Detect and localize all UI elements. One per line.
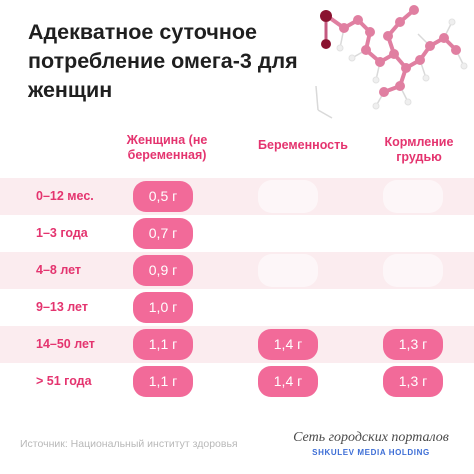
row-age-label: > 51 года [36,374,92,388]
empty-cell [383,254,443,287]
intake-women-pill: 0,7 г [133,218,193,249]
empty-cell [258,180,318,213]
omega3-molecule-icon [315,5,468,119]
intake-pregnancy-pill: 1,4 г [258,366,318,397]
row-age-label: 0–12 мес. [36,189,94,203]
column-header-pregnancy: Беременность [258,138,348,152]
row-age-label: 4–8 лет [36,263,82,277]
intake-women-pill: 1,0 г [133,292,193,323]
table-row: > 51 года 1,1 г 1,4 г 1,3 г [0,363,474,400]
table-row: 4–8 лет 0,9 г [0,252,474,289]
intake-breastfeeding-pill: 1,3 г [383,366,443,397]
row-age-label: 1–3 года [36,226,88,240]
table-row: 9–13 лет 1,0 г [0,289,474,326]
intake-women-pill: 1,1 г [133,366,193,397]
empty-cell [383,180,443,213]
column-header-breastfeeding: Кормление грудью [384,135,454,164]
source-note: Источник: Национальный институт здоровья [20,438,238,450]
intake-breastfeeding-pill: 1,3 г [383,329,443,360]
intake-women-pill: 0,9 г [133,255,193,286]
brand-logo-title: Сеть городских порталов [293,430,449,445]
row-age-label: 14–50 лет [36,337,95,351]
table-row: 14–50 лет 1,1 г 1,4 г 1,3 г [0,326,474,363]
table-row: 0–12 мес. 0,5 г [0,178,474,215]
brand-logo-subtitle: SHKULEV MEDIA HOLDING [312,448,430,457]
empty-cell [258,254,318,287]
column-header-women: Женщина (не беременная) [126,133,208,162]
brand-logo: Сеть городских порталов SHKULEV MEDIA HO… [288,430,454,457]
page-title: Адекватное суточное потребление омега-3 … [28,20,298,102]
intake-women-pill: 0,5 г [133,181,193,212]
intake-women-pill: 1,1 г [133,329,193,360]
intake-pregnancy-pill: 1,4 г [258,329,318,360]
table-row: 1–3 года 0,7 г [0,215,474,252]
row-age-label: 9–13 лет [36,300,88,314]
